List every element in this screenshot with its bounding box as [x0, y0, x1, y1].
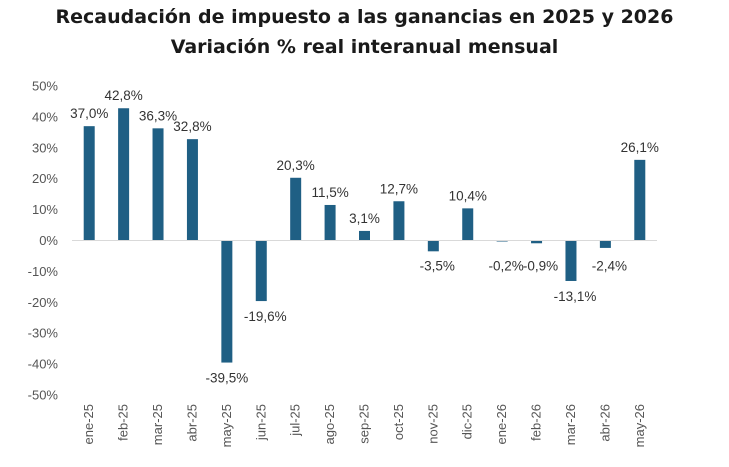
bar-dic-25: [462, 208, 474, 241]
x-tick-label: abr-26: [597, 404, 612, 442]
bar-mar-25: [152, 128, 164, 241]
x-tick-label: mar-25: [150, 404, 165, 445]
x-tick-label: may-26: [632, 404, 647, 447]
chart-title: Recaudación de impuesto a las ganancias …: [55, 6, 674, 28]
data-label: -2,4%: [592, 259, 627, 274]
x-tick-label: jun-25: [253, 404, 268, 441]
data-label: 11,5%: [311, 185, 348, 200]
y-tick-label: -20%: [28, 295, 59, 310]
bar-abr-26: [599, 240, 611, 248]
bar-may-26: [634, 159, 646, 241]
bar-feb-25: [118, 108, 130, 241]
bar-feb-26: [531, 240, 543, 244]
y-tick-label: -40%: [28, 357, 59, 372]
y-axis-ticks: 50% 40% 30% 20% 10% 0% -10% -20% -30% -40% -50%: [28, 79, 59, 403]
x-tick-label: feb-25: [116, 404, 131, 441]
x-tick-label: feb-26: [529, 404, 544, 441]
y-tick-label: 0%: [39, 233, 58, 248]
bar-may-25: [221, 240, 233, 363]
data-label: -39,5%: [205, 371, 248, 386]
x-tick-label: mar-26: [563, 404, 578, 445]
x-tick-label: nov-25: [425, 404, 440, 444]
y-tick-label: 20%: [32, 171, 58, 186]
y-tick-label: 40%: [32, 109, 58, 124]
x-tick-label: may-25: [219, 404, 234, 447]
y-tick-label: 30%: [32, 140, 58, 155]
x-tick-label: abr-25: [184, 404, 199, 442]
y-tick-label: -10%: [28, 264, 59, 279]
y-tick-label: -30%: [28, 326, 59, 341]
data-label: -3,5%: [420, 259, 455, 274]
y-tick-label: 50%: [32, 79, 58, 94]
bar-sep-25: [359, 230, 370, 241]
bar-oct-25: [393, 201, 405, 241]
data-label: 12,7%: [380, 181, 418, 196]
bar-ago-25: [324, 204, 336, 241]
x-tick-label: jul-25: [288, 404, 303, 437]
data-label: 42,8%: [104, 88, 142, 103]
x-tick-label: dic-25: [460, 404, 475, 439]
data-label: 37,0%: [70, 106, 108, 121]
data-label: 3,1%: [349, 211, 380, 226]
bar-abr-25: [186, 139, 198, 241]
data-label: 36,3%: [139, 108, 177, 123]
x-tick-label: ene-26: [494, 404, 509, 444]
chart-subtitle: Variación % real interanual mensual: [170, 36, 559, 58]
x-tick-label: ago-25: [322, 404, 337, 444]
data-label: 26,1%: [621, 140, 659, 155]
data-label: -13,1%: [554, 289, 597, 304]
bars: [83, 108, 646, 363]
data-label: -0,2%: [489, 259, 524, 274]
bar-nov-25: [427, 240, 439, 252]
x-axis-ticks: ene-25 feb-25 mar-25 abr-25 may-25 jun-25 jul-…: [81, 404, 647, 447]
bar-jul-25: [290, 177, 302, 241]
x-tick-label: ene-25: [81, 404, 96, 444]
x-tick-label: sep-25: [357, 404, 372, 444]
data-label: -0,9%: [523, 259, 558, 274]
y-tick-label: -50%: [28, 388, 59, 403]
data-label: -19,6%: [244, 309, 287, 324]
x-tick-label: oct-25: [391, 404, 406, 440]
y-tick-label: 10%: [32, 202, 58, 217]
data-label: 10,4%: [449, 188, 487, 203]
bar-jun-25: [255, 240, 267, 302]
bar-mar-26: [565, 240, 577, 281]
bar-ene-25: [83, 126, 95, 241]
data-label: 32,8%: [173, 119, 211, 134]
data-label: 20,3%: [277, 158, 315, 173]
data-labels: 37,0% 42,8% 36,3%32,8% -39,5% -19,6% 20,3% 11,…: [70, 88, 659, 385]
